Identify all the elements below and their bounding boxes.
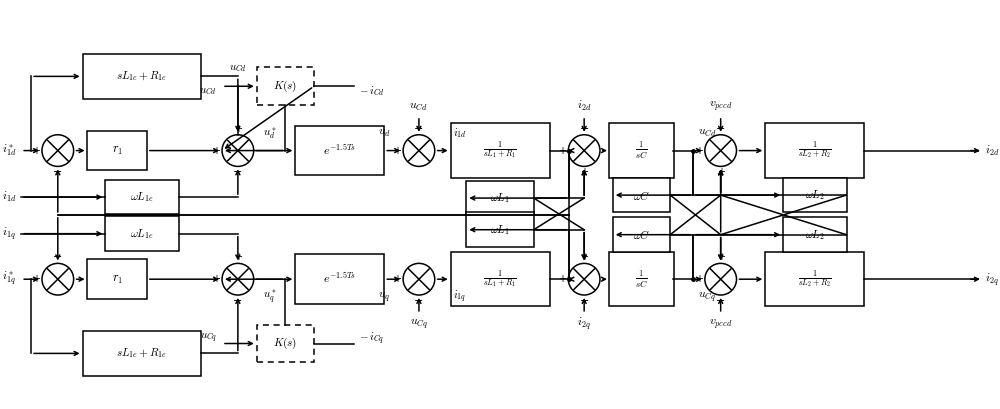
Text: +: + xyxy=(234,252,242,263)
Text: $u_q$: $u_q$ xyxy=(378,290,391,304)
Text: $K(s)$: $K(s)$ xyxy=(273,79,297,94)
Text: $i_{2d}$: $i_{2d}$ xyxy=(577,99,591,113)
Text: $\frac{1}{sC}$: $\frac{1}{sC}$ xyxy=(635,140,648,161)
Bar xyxy=(451,252,550,306)
Text: +: + xyxy=(717,167,725,178)
Text: +: + xyxy=(717,252,725,263)
Text: −: − xyxy=(53,252,62,263)
Bar xyxy=(105,180,179,214)
Text: +: + xyxy=(212,274,220,284)
Bar xyxy=(765,252,864,306)
Bar xyxy=(87,131,147,171)
Text: +: + xyxy=(212,146,220,155)
Text: +: + xyxy=(695,274,703,284)
Bar xyxy=(83,331,201,375)
Text: $u_{Cd}$: $u_{Cd}$ xyxy=(698,126,717,139)
Text: $i_{2q}$: $i_{2q}$ xyxy=(577,315,591,332)
Text: $v_{pccd}$: $v_{pccd}$ xyxy=(709,99,732,113)
Text: $i_{1q}$: $i_{1q}$ xyxy=(453,289,466,305)
Bar xyxy=(613,217,670,252)
Text: $-\,i_{Cd}$: $-\,i_{Cd}$ xyxy=(359,84,384,98)
Bar xyxy=(83,54,201,99)
Text: −: − xyxy=(53,167,62,178)
Text: $u_{Cq}$: $u_{Cq}$ xyxy=(200,332,217,345)
Text: $u_{Cd}$: $u_{Cd}$ xyxy=(409,99,428,112)
Text: $\omega L_{1e}$: $\omega L_{1e}$ xyxy=(130,190,154,204)
Text: $\omega C$: $\omega C$ xyxy=(633,189,650,202)
Text: $u^*_d$: $u^*_d$ xyxy=(263,125,276,141)
Text: $\frac{1}{sL_1+R_1}$: $\frac{1}{sL_1+R_1}$ xyxy=(483,269,517,290)
Text: $sL_{1e}+R_{1e}$: $sL_{1e}+R_{1e}$ xyxy=(116,70,168,83)
Text: +: + xyxy=(558,146,566,155)
Text: −: − xyxy=(716,296,725,306)
Bar xyxy=(466,212,534,247)
Text: $i_{1d}$: $i_{1d}$ xyxy=(2,190,16,204)
Text: $i_{1q}$: $i_{1q}$ xyxy=(2,225,16,242)
Text: $u_{Cq}$: $u_{Cq}$ xyxy=(410,317,428,330)
Text: +: + xyxy=(393,274,401,284)
Bar xyxy=(609,252,674,306)
Bar xyxy=(295,126,384,175)
Text: $i^*_{1q}$: $i^*_{1q}$ xyxy=(2,270,16,288)
Text: $sL_{1e}+R_{1e}$: $sL_{1e}+R_{1e}$ xyxy=(116,346,168,360)
Text: −: − xyxy=(233,167,243,178)
Text: $u_{Cd}$: $u_{Cd}$ xyxy=(229,63,247,74)
Text: −: − xyxy=(233,296,243,306)
Text: +: + xyxy=(558,274,566,284)
Bar xyxy=(609,124,674,178)
Bar xyxy=(783,217,847,252)
Text: $i^*_{1d}$: $i^*_{1d}$ xyxy=(2,143,16,158)
Text: $i_{2d}$: $i_{2d}$ xyxy=(985,144,999,157)
Text: +: + xyxy=(32,146,40,155)
Text: $\omega L_1$: $\omega L_1$ xyxy=(490,191,510,205)
Text: $u_{Cq}$: $u_{Cq}$ xyxy=(698,290,716,304)
Text: $r_1$: $r_1$ xyxy=(112,273,123,286)
Text: −: − xyxy=(414,124,424,134)
Text: +: + xyxy=(32,274,40,284)
Text: $v_{pccd}$: $v_{pccd}$ xyxy=(709,317,732,330)
Text: +: + xyxy=(580,252,588,263)
Bar xyxy=(295,254,384,304)
Bar xyxy=(87,259,147,299)
Text: $i_{2q}$: $i_{2q}$ xyxy=(985,271,999,288)
Text: $u^*_q$: $u^*_q$ xyxy=(263,288,276,306)
Bar xyxy=(783,178,847,212)
Text: $\omega C$: $\omega C$ xyxy=(633,228,650,241)
Text: $e^{-1.5Ts}$: $e^{-1.5Ts}$ xyxy=(323,143,356,158)
Text: +: + xyxy=(234,124,242,134)
Text: $e^{-1.5Ts}$: $e^{-1.5Ts}$ xyxy=(323,272,356,287)
Bar xyxy=(257,67,314,105)
Bar xyxy=(765,124,864,178)
Text: $u_{Cd}$: $u_{Cd}$ xyxy=(199,86,217,97)
Text: +: + xyxy=(580,167,588,178)
Text: −: − xyxy=(579,296,589,306)
Text: $K(s)$: $K(s)$ xyxy=(273,336,297,351)
Text: $\omega L_2$: $\omega L_2$ xyxy=(805,228,825,242)
Text: +: + xyxy=(393,146,401,155)
Text: $u_d$: $u_d$ xyxy=(378,126,391,139)
Bar xyxy=(613,178,670,212)
Text: $\frac{1}{sC}$: $\frac{1}{sC}$ xyxy=(635,269,648,290)
Text: −: − xyxy=(716,124,725,134)
Text: $\omega L_{1e}$: $\omega L_{1e}$ xyxy=(130,227,154,240)
Text: −: − xyxy=(414,296,424,306)
Text: $r_1$: $r_1$ xyxy=(112,144,123,157)
Text: $\frac{1}{sL_1+R_1}$: $\frac{1}{sL_1+R_1}$ xyxy=(483,140,517,161)
Bar xyxy=(451,124,550,178)
Text: $\frac{1}{sL_2+R_2}$: $\frac{1}{sL_2+R_2}$ xyxy=(798,269,832,290)
Bar xyxy=(105,216,179,251)
Text: $\omega L_2$: $\omega L_2$ xyxy=(805,188,825,202)
Bar xyxy=(466,181,534,216)
Bar xyxy=(257,325,314,362)
Text: $\omega L_1$: $\omega L_1$ xyxy=(490,223,510,237)
Text: −: − xyxy=(579,124,589,134)
Text: $i_{1d}$: $i_{1d}$ xyxy=(453,126,466,140)
Text: +: + xyxy=(695,146,703,155)
Text: $\frac{1}{sL_2+R_2}$: $\frac{1}{sL_2+R_2}$ xyxy=(798,140,832,161)
Text: $-\,i_{Cq}$: $-\,i_{Cq}$ xyxy=(359,330,384,347)
